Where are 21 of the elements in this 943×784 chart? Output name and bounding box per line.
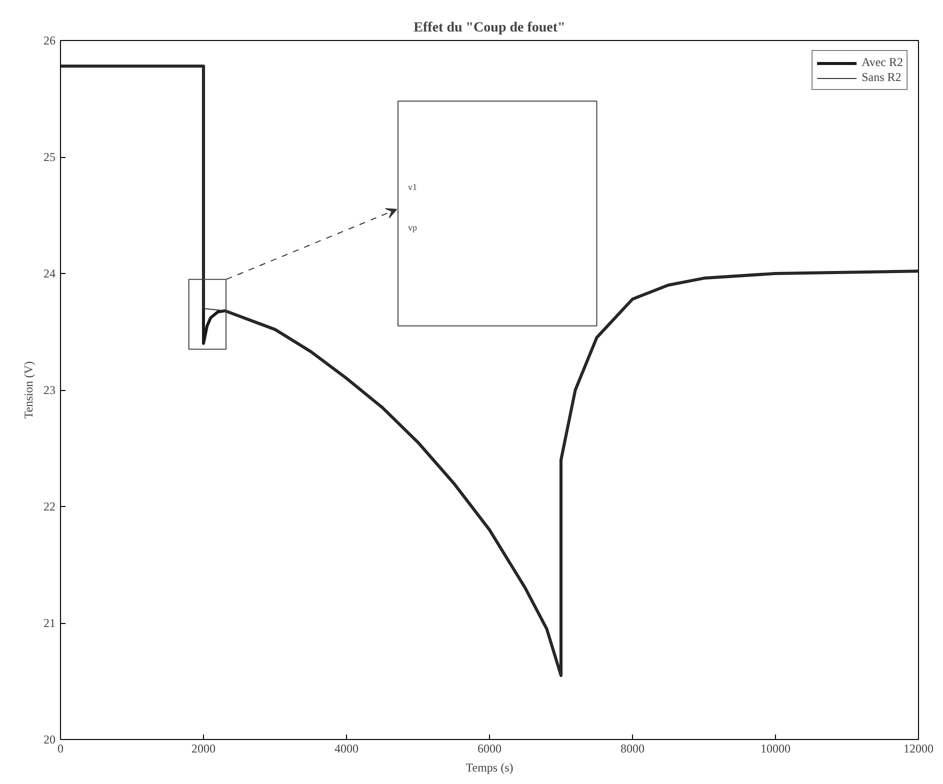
x-tick-label: 0 [58,742,64,756]
y-tick-label: 26 [44,34,56,48]
y-tick-label: 20 [44,732,56,746]
legend-label: Avec R2 [862,55,903,70]
x-tick-label: 4000 [334,742,358,756]
x-tick-label: 8000 [620,742,644,756]
chart-title: Effet du "Coup de fouet" [414,20,566,36]
x-tick-label: 2000 [192,742,216,756]
annotation: vp [408,222,418,233]
y-tick-label: 22 [44,500,56,514]
y-axis-title: Tension (V) [22,361,36,419]
y-tick-label: 24 [44,266,56,280]
annotation: v1 [408,182,417,192]
legend-label: Sans R2 [862,70,902,85]
x-tick-label: 6000 [478,742,502,756]
y-tick-label: 21 [44,616,56,630]
x-axis-title: Temps (s) [466,760,514,774]
x-tick-label: 10000 [760,742,790,756]
y-tick-label: 25 [44,150,56,164]
x-tick-label: 12000 [904,742,934,756]
y-tick-label: 23 [44,383,56,397]
